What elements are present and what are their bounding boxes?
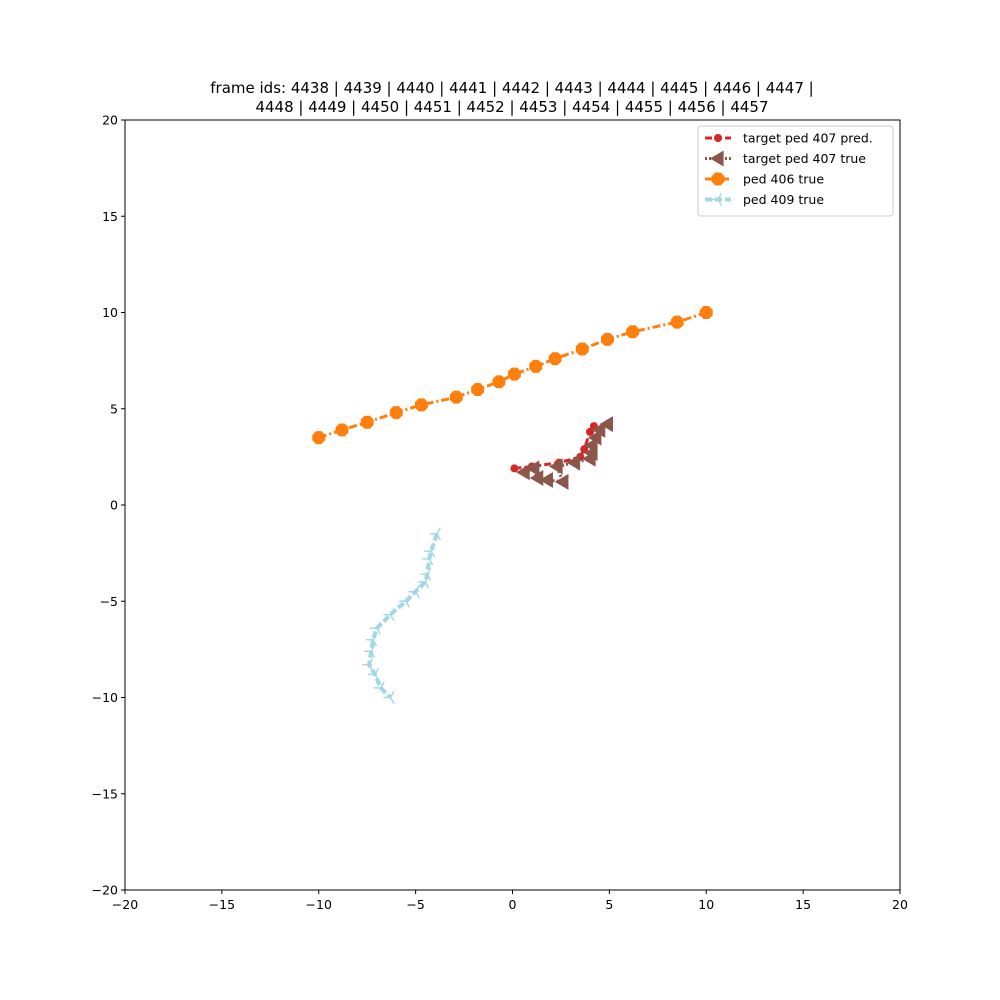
x-tick-label: −10: [306, 897, 332, 912]
data-point: [389, 406, 403, 420]
series-line: [318, 311, 707, 440]
data-point: [600, 332, 614, 346]
data-point: [626, 325, 640, 339]
series-target-ped-407-true: [516, 416, 614, 490]
data-point: [424, 544, 436, 558]
data-point: [575, 342, 589, 356]
data-point: [529, 359, 543, 373]
y-tick-label: 20: [102, 113, 118, 128]
axis-ticks: −20 −15 −10 −5 0 5 10 15 20 −20 −15 −10 −5 0 5 10 15 20: [92, 113, 908, 913]
legend-entry: target ped 407 pred.: [705, 131, 873, 146]
data-point: [510, 464, 519, 473]
legend-label: target ped 407 true: [743, 151, 866, 166]
data-point: [429, 527, 442, 541]
data-point: [398, 594, 411, 608]
data-point: [418, 575, 430, 589]
data-point: [335, 423, 349, 437]
y-tick-label: 10: [102, 305, 118, 320]
legend-box: [697, 125, 894, 217]
x-tick-label: 5: [605, 897, 613, 912]
y-tick-label: −15: [92, 786, 118, 801]
data-point: [373, 681, 385, 695]
title-line-1: frame ids: 4438 | 4439 | 4440 | 4441 | 4…: [210, 79, 813, 97]
data-point: [312, 431, 326, 445]
data-point: [549, 458, 563, 475]
data-point: [383, 608, 395, 622]
data-point: [580, 445, 589, 454]
data-point: [599, 416, 614, 433]
y-tick-label: −20: [92, 883, 118, 898]
y-tick-label: −5: [100, 594, 118, 609]
data-point: [554, 473, 569, 490]
y-tick-label: 15: [102, 209, 118, 224]
data-point: [420, 567, 432, 581]
legend-entry: ped 406 true: [705, 172, 824, 187]
legend-label: target ped 407 pred.: [743, 131, 873, 146]
x-tick-label: −15: [209, 897, 235, 912]
y-tick-label: −10: [92, 690, 118, 705]
data-point: [566, 454, 581, 471]
legend-entry: target ped 407 true: [705, 150, 866, 167]
title-line-2: 4448 | 4449 | 4450 | 4451 | 4452 | 4453 …: [255, 98, 768, 116]
y-tick-label: 0: [110, 498, 118, 513]
data-point: [539, 471, 553, 488]
y-tick-label: 5: [110, 401, 118, 416]
data-point: [362, 658, 374, 672]
legend-swatch-marker: [711, 193, 723, 206]
data-point: [367, 667, 380, 681]
legend-swatch-marker: [714, 134, 722, 142]
data-point: [507, 367, 521, 381]
data-point: [525, 460, 540, 477]
x-tick-label: −20: [112, 897, 138, 912]
data-point: [548, 352, 562, 366]
data-point: [364, 644, 376, 658]
x-tick-label: −5: [406, 897, 424, 912]
data-point: [471, 383, 485, 396]
x-tick-label: 15: [795, 897, 811, 912]
data-point: [414, 398, 428, 412]
data-point: [591, 421, 606, 438]
series-ped-406-true: [312, 306, 713, 445]
x-tick-label: 10: [698, 897, 714, 912]
x-tick-label: 20: [892, 897, 908, 912]
data-point: [360, 415, 374, 429]
data-point: [449, 390, 463, 404]
data-point: [383, 691, 395, 704]
series-layer: [312, 306, 713, 704]
data-point: [699, 306, 713, 319]
data-point: [529, 470, 544, 487]
data-point: [670, 315, 684, 329]
legend-label: ped 409 true: [743, 192, 824, 207]
series-ped-409-true: [362, 527, 442, 704]
legend-entry: ped 409 true: [705, 192, 824, 207]
legend-swatch-marker: [711, 172, 725, 186]
data-point: [366, 633, 378, 647]
series-line: [367, 533, 439, 699]
data-point: [408, 585, 420, 599]
data-point: [492, 375, 506, 389]
data-point: [422, 552, 434, 566]
chart-title: frame ids: 4438 | 4439 | 4440 | 4441 | 4…: [210, 79, 813, 116]
legend-swatch-marker: [710, 150, 724, 167]
legend-label: ped 406 true: [743, 172, 824, 187]
plot-frame: [124, 119, 901, 891]
data-point: [369, 621, 381, 635]
x-tick-label: 0: [509, 897, 517, 912]
legend: target ped 407 pred. target ped 407 true p…: [697, 125, 894, 217]
